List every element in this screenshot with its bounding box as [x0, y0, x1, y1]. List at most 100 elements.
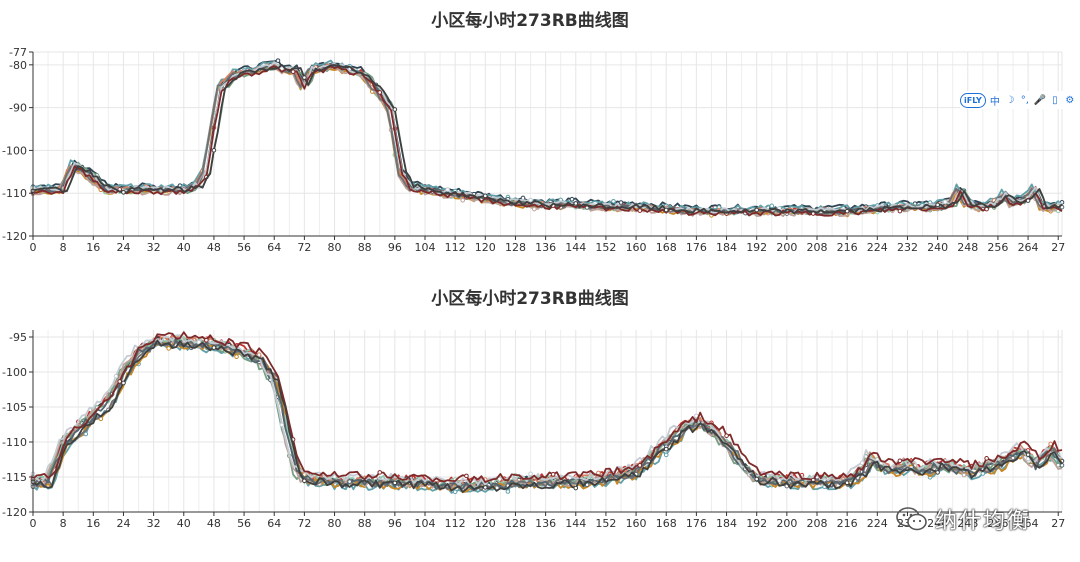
x-tick-label: 248 — [957, 517, 978, 530]
watermark-text: 纳什均衡 — [935, 509, 1032, 534]
y-tick-label: -95 — [9, 331, 27, 344]
x-tick-label: 24 — [116, 241, 130, 254]
series-point — [528, 471, 533, 477]
x-tick-label: 120 — [475, 517, 496, 530]
x-tick-label: 144 — [565, 241, 586, 254]
x-tick-label: 96 — [388, 517, 402, 530]
x-tick-label: 64 — [267, 241, 281, 254]
x-tick-label: 88 — [358, 517, 372, 530]
x-tick-label: 88 — [358, 241, 372, 254]
series-point — [83, 431, 89, 437]
series-point — [1025, 456, 1031, 462]
microphone-icon[interactable]: 🎤 — [1033, 94, 1047, 106]
series-point — [483, 485, 488, 490]
x-tick-label: 128 — [505, 517, 526, 530]
x-tick-label: 184 — [716, 241, 737, 254]
x-tick-label: 80 — [328, 517, 342, 530]
series-point — [279, 66, 285, 71]
series-point — [897, 208, 903, 214]
x-tick-label: 112 — [445, 241, 466, 254]
ifly-logo[interactable]: iFLY — [960, 92, 986, 108]
series-point — [302, 478, 307, 484]
axes-bottom: 0 8 16 24 32 40 48 56 64 72 80 88 96 104 112 120 128 136 1… — [2, 330, 1065, 530]
x-tick-label: 32 — [147, 517, 161, 530]
series-point — [897, 458, 903, 464]
y-tick-label: -100 — [2, 144, 27, 157]
gear-icon[interactable]: ⚙ — [1065, 94, 1075, 106]
series-point — [347, 479, 352, 484]
x-tick-label: 192 — [746, 517, 767, 530]
x-tick-label: 72 — [297, 517, 311, 530]
chart-bottom: 小区每小时273RB曲线图 0 8 16 24 32 40 48 56 64 72 80 88 96 10… — [2, 288, 1065, 530]
series-point — [460, 198, 465, 203]
x-tick-label: 16 — [86, 241, 100, 254]
x-tick-label: 264 — [1018, 241, 1039, 254]
x-tick-label: 160 — [626, 517, 647, 530]
x-tick-label: 160 — [626, 241, 647, 254]
x-tick-label: 168 — [656, 517, 677, 530]
ime-toolbar[interactable]: iFLY 中 ☽ °, 🎤 ▯ ⚙ — [960, 91, 1076, 109]
x-tick-label: 27 — [1051, 517, 1065, 530]
wechat-icon — [896, 507, 927, 531]
series-point — [961, 472, 967, 478]
x-tick-label: 208 — [807, 241, 828, 254]
series-line — [32, 65, 1063, 217]
series-point — [611, 198, 616, 204]
series-point — [505, 489, 511, 494]
x-tick-label: 128 — [505, 241, 526, 254]
x-tick-label: 8 — [60, 241, 67, 254]
series-point — [724, 433, 729, 439]
series-point — [663, 452, 669, 458]
x-tick-label: 256 — [987, 241, 1008, 254]
y-tick-label: -80 — [9, 59, 27, 72]
series-point — [754, 207, 759, 213]
series-point — [573, 201, 579, 206]
x-tick-label: 216 — [837, 241, 858, 254]
series-point — [663, 207, 669, 213]
series-point — [452, 489, 458, 495]
x-tick-label: 176 — [686, 517, 707, 530]
x-tick-label: 200 — [776, 241, 797, 254]
series-point — [302, 75, 307, 80]
x-tick-label: 48 — [207, 517, 221, 530]
series-point — [935, 470, 940, 475]
series-point — [234, 354, 239, 360]
x-tick-label: 104 — [415, 241, 436, 254]
series-group-bottom — [30, 331, 1065, 495]
series-point — [942, 199, 948, 205]
x-tick-label: 264 — [1018, 517, 1039, 530]
series-point — [980, 471, 986, 476]
x-tick-label: 240 — [927, 241, 948, 254]
keyboard-icon[interactable]: ▯ — [1052, 94, 1058, 106]
series-point — [532, 206, 537, 212]
x-tick-label: 248 — [957, 241, 978, 254]
axes-top: 0 8 16 24 32 40 48 56 64 72 80 88 96 104 112 120 128 136 1… — [2, 46, 1065, 254]
series-point — [844, 480, 850, 486]
series-point — [573, 485, 579, 491]
x-tick-label: 27 — [1051, 241, 1065, 254]
x-tick-label: 120 — [475, 241, 496, 254]
x-tick-label: 104 — [415, 517, 436, 530]
series-point — [569, 196, 575, 202]
moon-icon[interactable]: ☽ — [1005, 94, 1015, 106]
series-point — [290, 69, 296, 74]
y-tick-label: -105 — [2, 401, 27, 414]
y-tick-label: -90 — [9, 102, 27, 115]
series-point — [754, 476, 759, 482]
series-point — [113, 373, 119, 379]
x-tick-label: 48 — [207, 241, 221, 254]
punctuation-icon[interactable]: °, — [1020, 94, 1029, 106]
x-tick-label: 8 — [60, 517, 67, 530]
x-tick-label: 208 — [807, 517, 828, 530]
series-point — [777, 478, 782, 483]
x-tick-label: 112 — [445, 517, 466, 530]
series-point — [392, 480, 398, 486]
series-point — [1059, 462, 1065, 468]
x-tick-label: 136 — [535, 241, 556, 254]
chinese-input-icon[interactable]: 中 — [989, 96, 1000, 108]
series-line — [32, 64, 1063, 215]
series-point — [392, 107, 398, 112]
y-tick-label: -110 — [2, 436, 27, 449]
series-point — [377, 470, 383, 475]
chart-title-bottom: 小区每小时273RB曲线图 — [431, 288, 629, 309]
